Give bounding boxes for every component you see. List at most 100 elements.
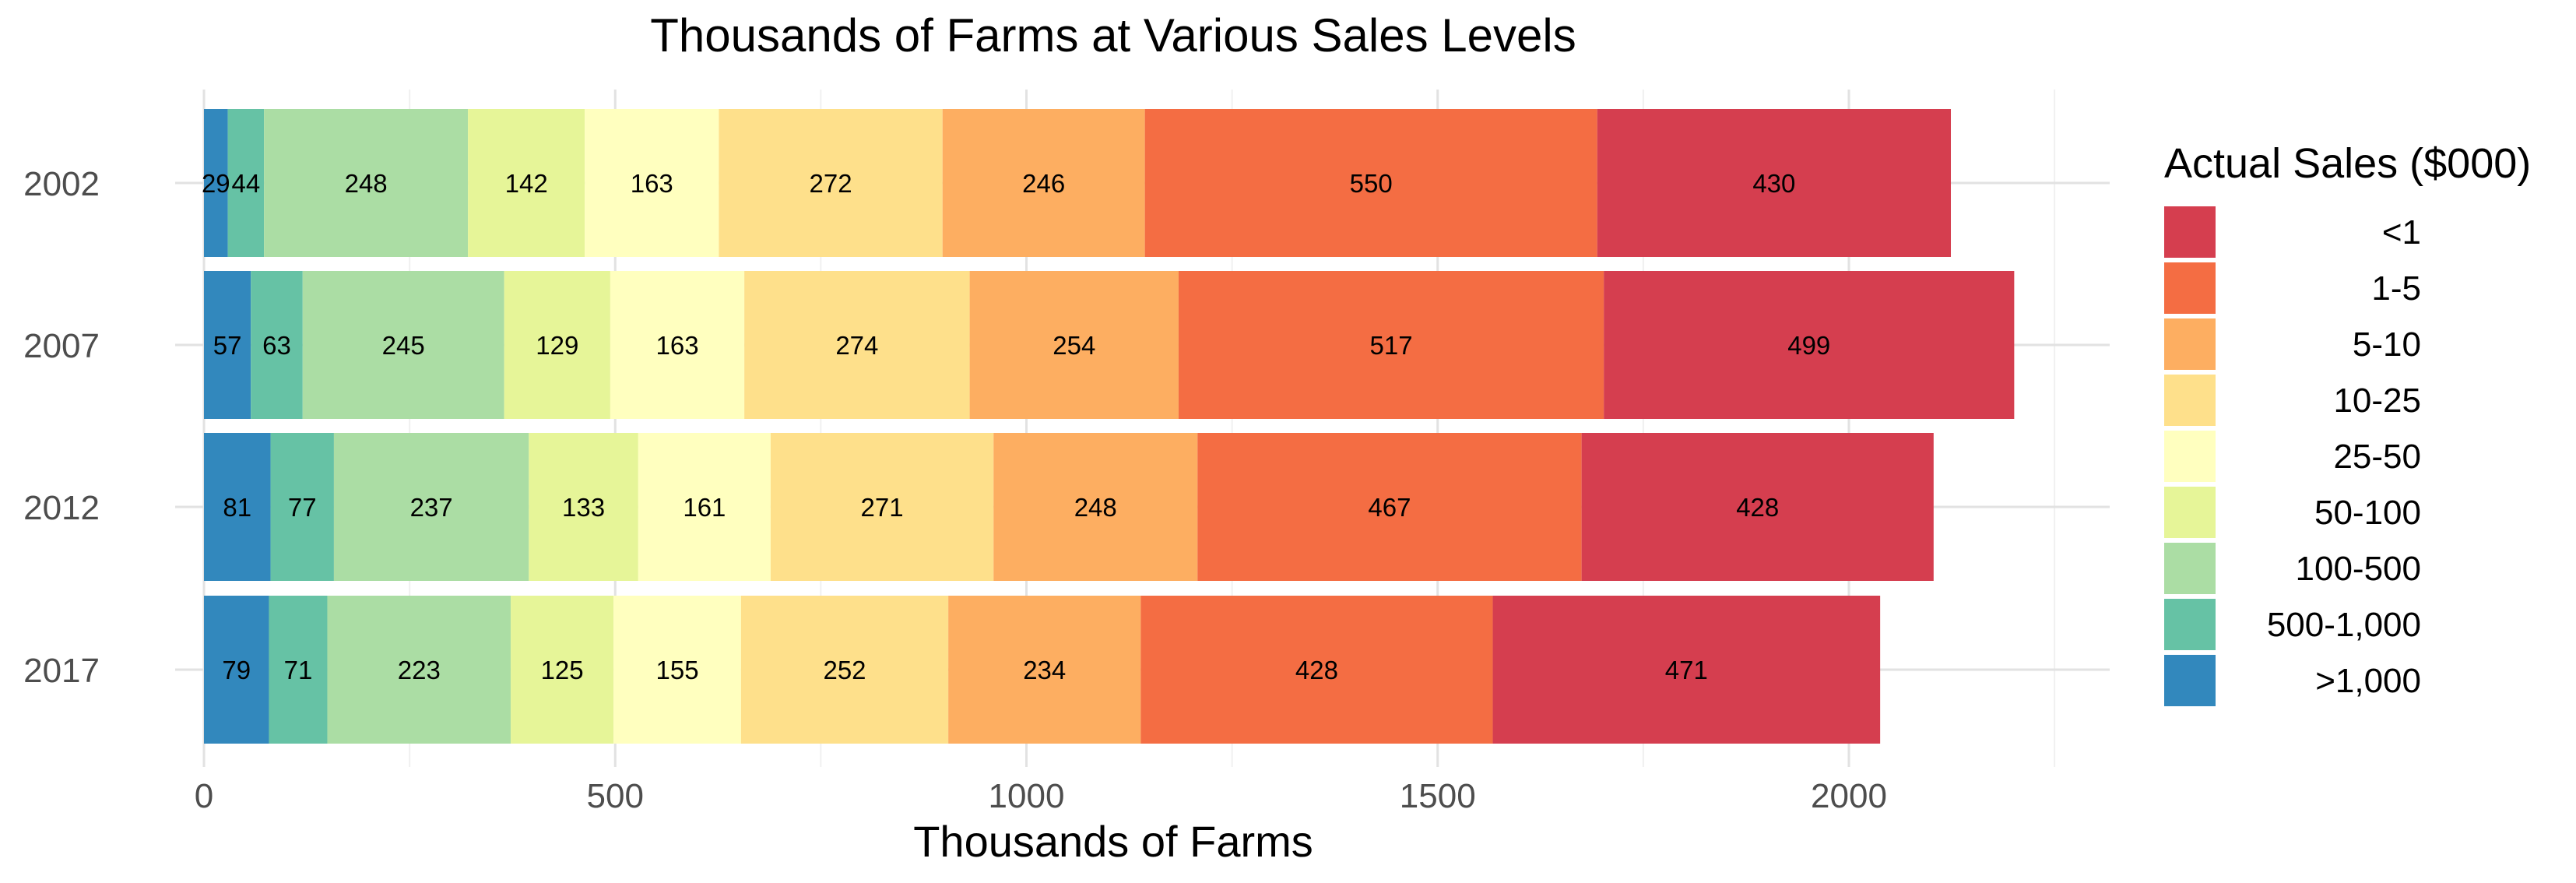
x-tick-label: 1000 bbox=[989, 777, 1065, 815]
bar-segment bbox=[1144, 109, 1597, 257]
bar-value-label: 252 bbox=[823, 656, 866, 684]
bar-segment bbox=[719, 109, 943, 257]
bars bbox=[204, 109, 2015, 744]
bar-segment bbox=[204, 433, 271, 581]
bar-value-label: 29 bbox=[202, 169, 230, 198]
legend-swatch bbox=[2164, 599, 2216, 650]
bar-segment bbox=[333, 433, 529, 581]
bar-value-label: 550 bbox=[1350, 169, 1393, 198]
y-tick-label: 2017 bbox=[23, 652, 100, 690]
legend-swatch bbox=[2164, 318, 2216, 370]
legend-swatch bbox=[2164, 262, 2216, 314]
bar-segment bbox=[264, 109, 469, 257]
legend-swatch bbox=[2164, 655, 2216, 706]
bar-value-label: 142 bbox=[505, 169, 548, 198]
bar-labels: 29 44 248 142 163 272 246 550 430 57 63 245 129 163 27… bbox=[202, 169, 1830, 684]
legend-label: >1,000 bbox=[2315, 662, 2421, 700]
bar-value-label: 428 bbox=[1736, 493, 1779, 522]
bar-value-label: 57 bbox=[213, 331, 242, 360]
bar-value-label: 234 bbox=[1023, 656, 1066, 684]
bar-segment bbox=[1581, 433, 1934, 581]
bar-segment bbox=[638, 433, 771, 581]
bar-segment bbox=[204, 109, 228, 257]
bar-value-label: 274 bbox=[835, 331, 878, 360]
bar-segment bbox=[504, 271, 610, 419]
bar-segment bbox=[585, 109, 719, 257]
x-tick-label: 2000 bbox=[1811, 777, 1887, 815]
bar-segment bbox=[511, 596, 614, 744]
bar-value-label: 163 bbox=[631, 169, 673, 198]
legend-label: 1-5 bbox=[2371, 269, 2421, 308]
legend-label: 100-500 bbox=[2296, 550, 2421, 588]
x-tick-label: 1500 bbox=[1400, 777, 1476, 815]
bar-value-label: 272 bbox=[810, 169, 852, 198]
bar-value-label: 223 bbox=[398, 656, 441, 684]
bar-value-label: 63 bbox=[262, 331, 291, 360]
bar-value-label: 161 bbox=[683, 493, 726, 522]
bar-value-label: 77 bbox=[288, 493, 317, 522]
bar-segment bbox=[529, 433, 638, 581]
bar-value-label: 471 bbox=[1665, 656, 1708, 684]
y-tick-label: 2012 bbox=[23, 489, 100, 527]
x-tick-label: 500 bbox=[587, 777, 644, 815]
bar-segment bbox=[1492, 596, 1881, 744]
bar-value-label: 271 bbox=[861, 493, 904, 522]
bar-segment bbox=[302, 271, 504, 419]
bar-value-label: 248 bbox=[1074, 493, 1117, 522]
legend-label: 5-10 bbox=[2353, 325, 2421, 364]
legend-title: Actual Sales ($000) bbox=[2164, 140, 2531, 187]
bar-segment bbox=[1597, 109, 1952, 257]
chart-title: Thousands of Farms at Various Sales Leve… bbox=[650, 9, 1576, 62]
bar-value-label: 428 bbox=[1295, 656, 1338, 684]
bar-value-label: 517 bbox=[1370, 331, 1413, 360]
bar-value-label: 246 bbox=[1022, 169, 1065, 198]
bar-segment bbox=[942, 109, 1145, 257]
bar-segment bbox=[948, 596, 1141, 744]
bar-value-label: 430 bbox=[1752, 169, 1795, 198]
bar-segment bbox=[269, 596, 328, 744]
bar-segment bbox=[204, 596, 269, 744]
legend-label: 25-50 bbox=[2333, 438, 2421, 476]
bar-value-label: 71 bbox=[284, 656, 313, 684]
x-tick-label: 0 bbox=[195, 777, 213, 815]
bar-segment bbox=[468, 109, 585, 257]
bar-segment bbox=[227, 109, 265, 257]
legend-swatch bbox=[2164, 206, 2216, 258]
bar-value-label: 248 bbox=[345, 169, 388, 198]
bar-segment bbox=[327, 596, 511, 744]
bar-value-label: 79 bbox=[222, 656, 251, 684]
bar-segment bbox=[1178, 271, 1604, 419]
bar-segment bbox=[740, 596, 949, 744]
bar-segment bbox=[270, 433, 334, 581]
bar-value-label: 163 bbox=[655, 331, 698, 360]
bar-segment bbox=[969, 271, 1179, 419]
bar-segment bbox=[610, 271, 745, 419]
legend-label: 10-25 bbox=[2333, 382, 2421, 420]
bar-segment bbox=[204, 271, 251, 419]
bar-segment bbox=[770, 433, 994, 581]
bar-value-label: 133 bbox=[562, 493, 605, 522]
bar-value-label: 499 bbox=[1787, 331, 1830, 360]
legend-label: <1 bbox=[2382, 213, 2421, 252]
legend-swatch bbox=[2164, 431, 2216, 482]
x-axis-tick-labels: 0 500 1000 1500 2000 bbox=[195, 777, 1887, 815]
legend-label: 50-100 bbox=[2314, 494, 2421, 532]
bar-segment bbox=[251, 271, 303, 419]
bar-value-label: 44 bbox=[232, 169, 261, 198]
bar-value-label: 81 bbox=[223, 493, 251, 522]
bar-segment bbox=[1197, 433, 1582, 581]
x-axis-label: Thousands of Farms bbox=[913, 817, 1313, 866]
y-tick-label: 2007 bbox=[23, 327, 100, 365]
bar-value-label: 254 bbox=[1053, 331, 1095, 360]
legend-swatch bbox=[2164, 543, 2216, 594]
y-axis-tick-labels: 2002 2007 2012 2017 bbox=[23, 165, 100, 690]
legend-swatch bbox=[2164, 375, 2216, 426]
legend: Actual Sales ($000) <1 1-5 5-10 10-25 25-50 5… bbox=[2164, 140, 2531, 706]
legend-label: 500-1,000 bbox=[2267, 606, 2421, 644]
bar-value-label: 155 bbox=[655, 656, 698, 684]
bar-segment bbox=[1140, 596, 1493, 744]
bar-segment bbox=[1604, 271, 2015, 419]
bar-value-label: 125 bbox=[541, 656, 584, 684]
bar-value-label: 245 bbox=[382, 331, 425, 360]
